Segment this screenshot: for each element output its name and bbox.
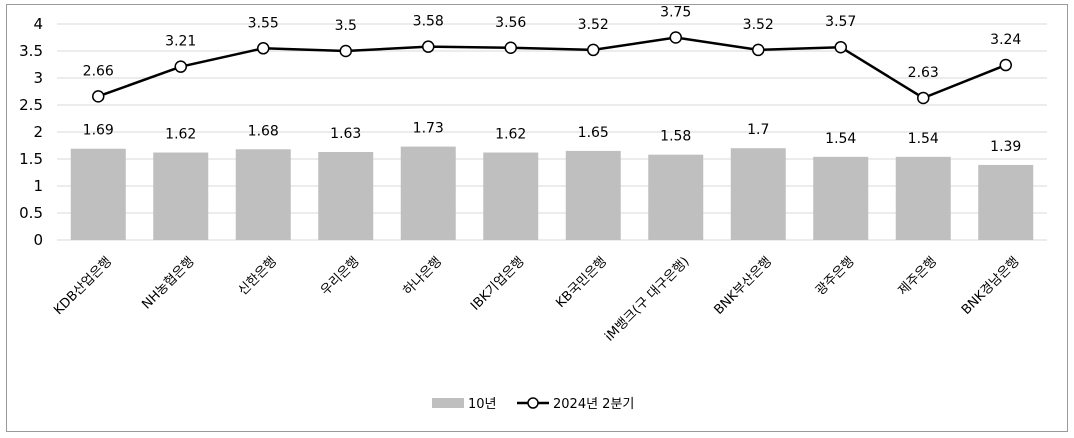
y-tick-label: 1.5 bbox=[19, 150, 43, 168]
x-tick-label: 제주은행 bbox=[895, 254, 940, 299]
line-point bbox=[917, 91, 930, 105]
x-tick-label: NH농협은행 bbox=[139, 254, 198, 313]
x-axis-labels: KDB산업은행 NH농협은행 신한은행 우리은행 하나은행 IBK기업은행 KB국민은행iM… bbox=[51, 254, 1023, 345]
line-point bbox=[669, 31, 682, 44]
line-point bbox=[999, 58, 1012, 72]
bar-data-label: 1.54 bbox=[908, 131, 939, 147]
y-tick-label: 0.5 bbox=[19, 204, 43, 222]
line-point bbox=[174, 60, 187, 73]
bar bbox=[978, 164, 1034, 240]
gridlines bbox=[57, 23, 1047, 241]
bar bbox=[648, 154, 704, 240]
line-data-labels: 2.66 3.21 3.55 3.5 3.58 3.56 3.52 3.75 3.52 3.57 2… bbox=[83, 5, 1022, 81]
y-tick-label: 2.5 bbox=[19, 96, 43, 114]
x-tick-label: IBK기업은행 bbox=[467, 254, 527, 314]
bar-data-label: 1.62 bbox=[495, 127, 526, 143]
bar-data-label: 1.39 bbox=[990, 139, 1021, 155]
legend-swatch-bar bbox=[432, 398, 464, 408]
line-data-label: 3.24 bbox=[990, 32, 1021, 48]
bar bbox=[70, 148, 126, 240]
bar-data-label: 1.65 bbox=[578, 125, 609, 141]
bar bbox=[483, 152, 539, 240]
line-point bbox=[834, 40, 847, 54]
bar-data-label: 1.69 bbox=[83, 123, 114, 139]
bar-data-label: 1.63 bbox=[330, 126, 361, 142]
x-tick-label: 우리은행 bbox=[317, 254, 362, 299]
legend-label-bar: 10년 bbox=[468, 397, 497, 412]
legend: 10년 2024년 2분기 bbox=[432, 397, 634, 412]
x-tick-label: 하나은행 bbox=[400, 254, 445, 299]
line-data-label: 2.63 bbox=[908, 65, 939, 81]
line-point bbox=[587, 43, 600, 57]
legend-label-line: 2024년 2분기 bbox=[553, 397, 634, 412]
bar-data-label: 1.54 bbox=[825, 131, 856, 147]
series-line bbox=[97, 36, 1007, 100]
line-point bbox=[339, 44, 352, 58]
y-tick-label: 0 bbox=[33, 231, 43, 249]
bar bbox=[235, 149, 291, 240]
legend-swatch-marker bbox=[527, 397, 539, 409]
line-data-label: 3.55 bbox=[248, 15, 279, 31]
x-tick-label: KDB산업은행 bbox=[51, 254, 116, 319]
y-tick-label: 3.5 bbox=[19, 42, 43, 60]
line-point bbox=[504, 41, 517, 55]
y-tick-label: 4 bbox=[33, 15, 43, 33]
line-point bbox=[257, 42, 270, 55]
bar bbox=[400, 146, 456, 240]
line-data-label: 3.56 bbox=[495, 15, 526, 31]
bar-data-label: 1.73 bbox=[413, 121, 444, 137]
line-data-label: 2.66 bbox=[83, 63, 114, 79]
bar bbox=[565, 150, 621, 240]
x-tick-label: BNK경남은행 bbox=[958, 254, 1022, 318]
line-point bbox=[92, 90, 105, 103]
bar-data-label: 1.7 bbox=[747, 122, 769, 138]
bar-data-labels: 1.69 1.62 1.68 1.63 1.73 1.62 1.65 1.58 1.7 1.54 1… bbox=[83, 121, 1022, 155]
y-tick-label: 2 bbox=[33, 123, 43, 141]
bar-data-label: 1.58 bbox=[660, 129, 691, 145]
bar bbox=[318, 151, 374, 240]
line-point bbox=[422, 40, 435, 53]
y-tick-label: 1 bbox=[33, 177, 43, 195]
line-data-label: 3.58 bbox=[413, 14, 444, 30]
y-tick-label: 3 bbox=[33, 69, 43, 87]
x-tick-label: KB국민은행 bbox=[553, 254, 610, 311]
line-data-label: 3.52 bbox=[743, 17, 774, 33]
line-data-label: 3.21 bbox=[165, 34, 196, 50]
bar bbox=[895, 156, 951, 240]
x-tick-label: 신한은행 bbox=[235, 254, 280, 299]
x-tick-label: iM뱅크(구 대구은행) bbox=[601, 254, 692, 345]
x-tick-label: 광주은행 bbox=[812, 254, 857, 299]
line-point bbox=[752, 43, 765, 57]
line-data-label: 3.52 bbox=[578, 17, 609, 33]
bar-data-label: 1.68 bbox=[248, 123, 279, 139]
y-axis-ticks: 0 0.5 1 1.5 2 2.5 3 3.5 4 bbox=[19, 15, 43, 249]
bar bbox=[153, 152, 209, 240]
bar-series bbox=[70, 146, 1034, 240]
bar-data-label: 1.62 bbox=[165, 127, 196, 143]
bar bbox=[813, 156, 869, 240]
line-series bbox=[92, 31, 1012, 105]
line-data-label: 3.75 bbox=[660, 5, 691, 21]
line-data-label: 3.5 bbox=[335, 18, 357, 34]
line-data-label: 3.57 bbox=[825, 14, 856, 30]
x-tick-label: BNK부산은행 bbox=[711, 254, 775, 318]
bar bbox=[730, 148, 786, 240]
